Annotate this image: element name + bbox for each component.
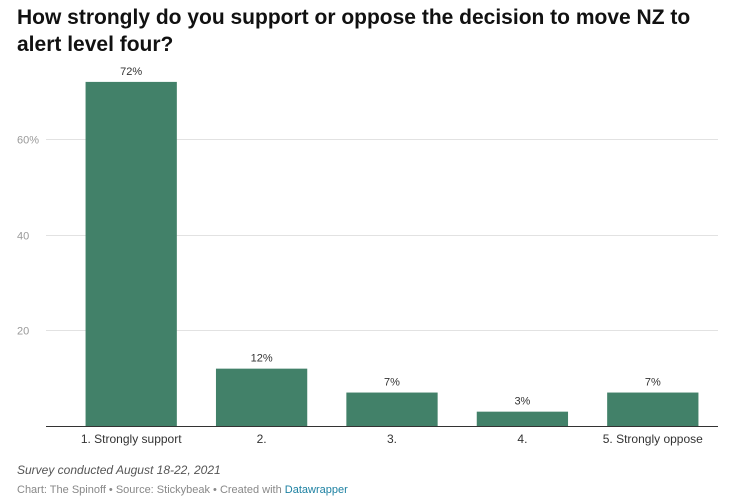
bar	[476, 411, 569, 426]
chart-footer: Chart: The Spinoff • Source: Stickybeak …	[17, 484, 348, 496]
bar-value-label: 72%	[120, 66, 142, 78]
x-tick-label: 2.	[257, 432, 267, 446]
bar-value-label: 7%	[645, 377, 661, 389]
chart-notes: Survey conducted August 18-22, 2021	[17, 463, 221, 477]
y-tick-label: 60%	[17, 135, 39, 147]
bar	[346, 392, 438, 426]
labels: 20 40 60% 72% 1. Strongly support 12% 2. 7% 3. 3%…	[17, 66, 703, 446]
x-tick-label: 4.	[517, 432, 527, 446]
bar	[607, 392, 699, 426]
x-tick-label: 5. Strongly oppose	[603, 432, 703, 446]
bar-value-label: 3%	[514, 396, 530, 408]
bar-value-label: 7%	[384, 377, 400, 389]
chart-title: How strongly do you support or oppose th…	[17, 6, 691, 56]
bar	[85, 81, 177, 426]
x-tick-label: 1. Strongly support	[81, 432, 182, 446]
y-tick-label: 40	[17, 231, 29, 243]
datawrapper-link[interactable]: Datawrapper	[284, 484, 348, 496]
footer-credits: Chart: The Spinoff • Source: Stickybeak …	[17, 484, 285, 496]
bar	[215, 368, 308, 426]
x-tick-label: 3.	[387, 432, 397, 446]
bar-chart: 20 40 60% 72% 1. Strongly support 12% 2. 7% 3. 3%…	[17, 66, 718, 446]
bars	[85, 81, 699, 426]
y-tick-label: 20	[17, 326, 29, 338]
bar-value-label: 12%	[251, 353, 273, 365]
